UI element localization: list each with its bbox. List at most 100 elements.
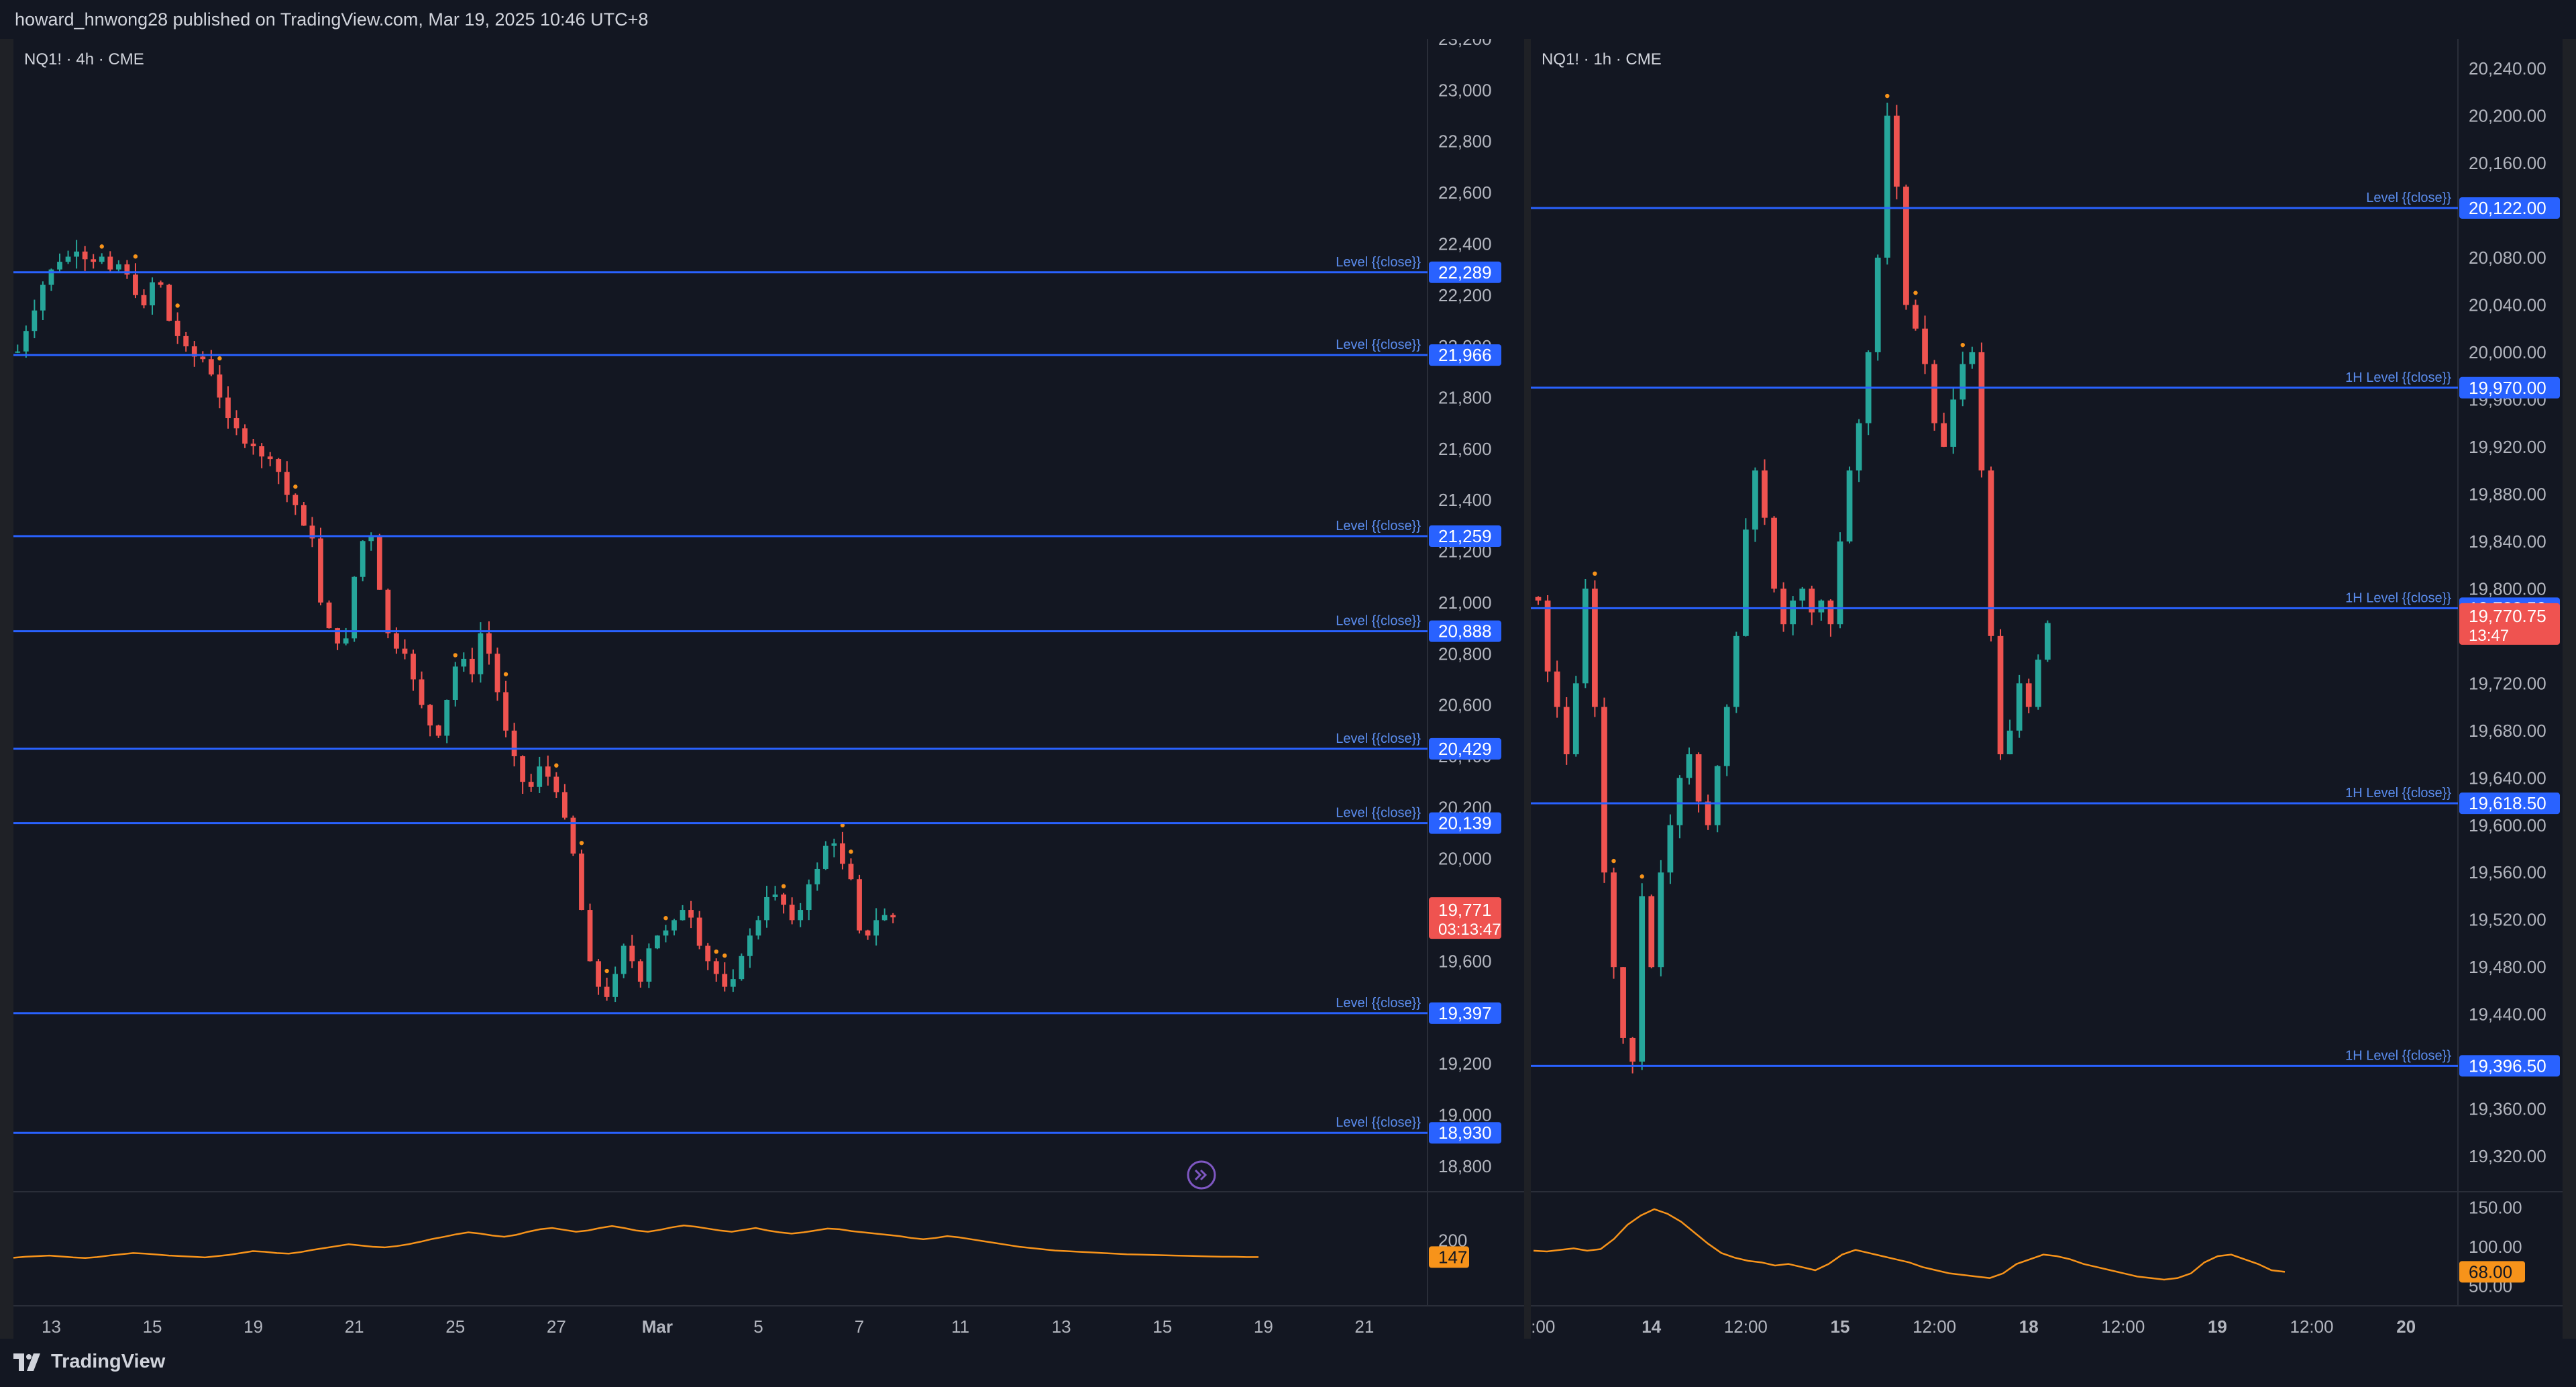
candle [655, 935, 660, 949]
scroll-to-realtime-button[interactable] [1187, 1160, 1216, 1190]
candle [1960, 342, 1966, 407]
candle [91, 254, 97, 269]
level-line-group[interactable]: Level {{close}} 21,259 [13, 519, 1501, 548]
candle-body [1554, 671, 1560, 707]
chart-4h[interactable]: NQ1! · 4h · CME 23,200 23,000 22,800 22,600 2… [13, 39, 1524, 1339]
level-line-group[interactable]: Level {{close}} 22,289 [13, 255, 1501, 283]
candle [814, 862, 820, 891]
level-price-value: 20,429 [1438, 739, 1492, 759]
candle [242, 424, 248, 448]
chart-1h[interactable]: NQ1! · 1h · CME 20,240.00 20,200.00 20,160.… [1531, 39, 2563, 1339]
candle-body [1601, 707, 1607, 873]
candle-body [688, 910, 694, 918]
candle-body [553, 776, 559, 792]
level-line-group[interactable]: 1H Level {{close}} 19,970.00 [1531, 370, 2560, 399]
level-price-value: 20,139 [1438, 813, 1492, 833]
price-tick-label: 19,200 [1438, 1054, 1492, 1074]
candle-body [1874, 257, 1881, 352]
candle [141, 289, 147, 309]
signal-dot [554, 763, 559, 768]
candle-body [789, 905, 795, 921]
candle-body [1780, 588, 1786, 625]
candle-body [259, 446, 265, 457]
level-line-group[interactable]: 1H Level {{close}}19,783.50 [1531, 590, 2560, 619]
candle [326, 600, 332, 629]
candle [1601, 697, 1607, 883]
candle [1884, 93, 1890, 265]
chart-pane-1h[interactable]: NQ1! · 1h · CME 20,240.00 20,200.00 20,160.… [1531, 39, 2563, 1339]
candle [1639, 874, 1646, 1070]
candle [360, 540, 366, 582]
level-line-group[interactable]: Level {{close}} 20,122.00 [1531, 191, 2560, 219]
time-axis[interactable]: 13 15 19 21 25 27 Mar 5 7 11 13 15 19 21 [42, 1317, 1374, 1337]
candle-body [1903, 187, 1909, 305]
candle [1865, 350, 1872, 435]
level-line-group[interactable]: Level {{close}} 20,429 [13, 731, 1501, 760]
candle [57, 253, 62, 272]
candle [1762, 459, 1768, 525]
candle [469, 648, 475, 682]
candle-body [739, 956, 745, 980]
candle-body [461, 658, 467, 667]
chart-pane-4h[interactable]: NQ1! · 4h · CME 23,200 23,000 22,800 22,600 2… [13, 39, 1524, 1339]
signal-dot [503, 672, 508, 676]
candle [1922, 315, 1928, 374]
candle-body [335, 628, 340, 644]
candle [1997, 629, 2004, 760]
candle-body [672, 920, 677, 931]
candle-body [1563, 707, 1570, 755]
level-line-group[interactable]: Level {{close}} 21,966 [13, 338, 1501, 366]
level-label: Level {{close}} [1336, 338, 1421, 352]
candle [612, 966, 619, 1003]
candle-body [806, 884, 812, 911]
candle-body [267, 456, 273, 460]
candle [1752, 467, 1758, 542]
level-line-group[interactable]: Level {{close}} 18,930 [13, 1115, 1501, 1144]
level-label: Level {{close}} [2366, 191, 2451, 205]
candle-body [124, 264, 130, 275]
last-price-bg [2459, 603, 2560, 645]
candle-body [115, 264, 121, 270]
candle-body [1856, 423, 1862, 471]
time-tick-label: 19 [1254, 1317, 1273, 1337]
candle-body [411, 654, 416, 680]
candle-body [680, 910, 686, 921]
candle [1931, 360, 1937, 431]
level-price-value: 18,930 [1438, 1123, 1492, 1143]
time-axis[interactable]: 2:00 14 12:00 15 12:00 18 12:00 19 12:00 20 [1531, 1317, 2416, 1337]
brand-logo[interactable]: TradingView [13, 1351, 165, 1373]
candle [579, 841, 584, 911]
brand-name: TradingView [51, 1351, 166, 1372]
candle-body [646, 948, 652, 982]
candle [840, 823, 845, 870]
candle [621, 943, 627, 978]
level-line-group[interactable]: Level {{close}} 20,139 [13, 806, 1501, 834]
candle-body [1771, 517, 1777, 589]
price-tick-label: 19,560.00 [2469, 862, 2546, 882]
level-line-group[interactable]: 1H Level {{close}} 19,618.50 [1531, 786, 2560, 815]
candle [124, 260, 130, 279]
level-price-value: 20,122.00 [2469, 198, 2546, 218]
time-tick-label: 12:00 [1724, 1317, 1768, 1337]
price-tick-label: 20,200.00 [2469, 106, 2546, 126]
candle [1544, 595, 1551, 682]
candle-body [873, 920, 879, 936]
level-line-group[interactable]: 1H Level {{close}} 19,396.50 [1531, 1048, 2560, 1077]
candle [873, 908, 879, 946]
candle-body [1639, 896, 1646, 1062]
candle [537, 756, 543, 793]
candle-body [621, 945, 627, 974]
candles-series [15, 240, 896, 1003]
candle-body [612, 974, 619, 997]
candle [553, 763, 559, 798]
candle-body [2035, 660, 2041, 707]
candle-body [32, 310, 38, 331]
level-line-group[interactable]: Level {{close}} 20,888 [13, 614, 1501, 642]
candle-body [1686, 754, 1693, 778]
candle [2016, 674, 2023, 738]
candle [1978, 342, 1985, 478]
price-tick-label: 20,800 [1438, 644, 1492, 664]
candle-body [183, 336, 189, 347]
level-line-group[interactable]: Level {{close}} 19,397 [13, 996, 1501, 1024]
candle [1780, 582, 1786, 632]
